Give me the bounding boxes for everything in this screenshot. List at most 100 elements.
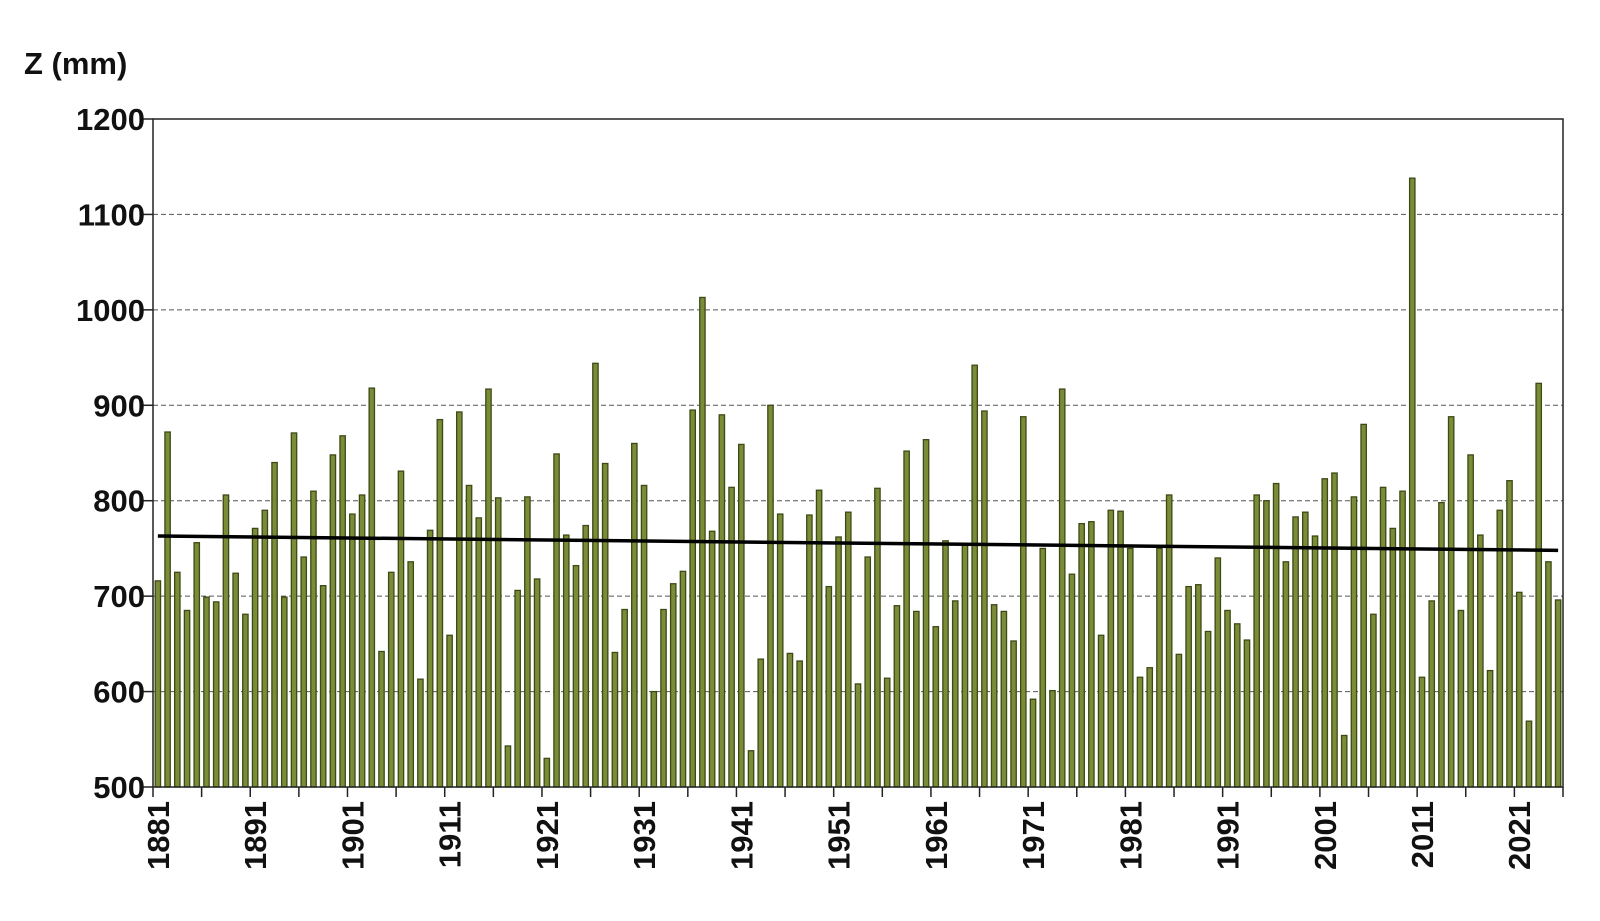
bar <box>504 745 512 788</box>
bar <box>290 432 298 788</box>
x-tick-label: 1991 <box>1211 801 1246 870</box>
bar <box>1350 496 1358 788</box>
bar <box>232 572 239 788</box>
bar <box>485 388 492 788</box>
bar <box>1233 623 1241 788</box>
bar <box>737 443 745 788</box>
x-tick-label: 1901 <box>335 801 370 870</box>
bar <box>1156 547 1163 788</box>
bar <box>582 524 590 788</box>
x-tick-label: 1971 <box>1016 801 1051 870</box>
bar <box>951 600 959 788</box>
bar <box>1175 653 1183 788</box>
bar <box>971 364 979 788</box>
bar <box>592 362 599 788</box>
bar <box>251 527 259 788</box>
bar <box>893 605 901 788</box>
bar <box>562 534 570 788</box>
bar <box>1370 613 1377 788</box>
bar <box>1525 720 1533 788</box>
bar <box>1389 527 1397 788</box>
y-tick-label: 500 <box>93 770 145 805</box>
bar <box>319 585 327 788</box>
trend-line <box>157 534 1559 553</box>
bar <box>1195 584 1202 788</box>
bar <box>767 404 774 788</box>
bar <box>514 589 521 788</box>
bar <box>825 585 833 788</box>
bar <box>621 608 628 788</box>
y-tick-label: 700 <box>93 579 145 614</box>
bar <box>922 438 930 788</box>
bar <box>475 517 483 788</box>
bar <box>1126 547 1134 788</box>
bar <box>631 442 638 788</box>
bar <box>903 450 910 788</box>
bar <box>533 578 541 788</box>
plot-frame <box>152 118 1564 788</box>
bar <box>436 418 444 788</box>
bar <box>1554 599 1562 788</box>
bar <box>640 484 648 788</box>
bar <box>650 690 658 788</box>
bar <box>1010 640 1017 788</box>
bar <box>835 536 842 788</box>
x-tick-label: 1981 <box>1113 801 1148 870</box>
bar <box>1117 510 1124 788</box>
bar <box>708 530 716 788</box>
bar <box>1535 382 1543 788</box>
x-tick-label: 2001 <box>1308 801 1343 870</box>
bar <box>1340 734 1348 788</box>
bar <box>417 678 424 788</box>
bar <box>1185 585 1192 788</box>
bar <box>1408 177 1416 788</box>
bar <box>747 750 755 788</box>
bar <box>300 556 308 788</box>
bar <box>1428 600 1436 788</box>
bar <box>387 571 395 788</box>
bar <box>1496 509 1504 788</box>
y-tick-label: 1000 <box>76 293 145 328</box>
bar <box>1379 486 1387 788</box>
y-tick-label: 1200 <box>76 102 145 137</box>
bar <box>1301 511 1309 788</box>
bar <box>874 487 881 788</box>
bar <box>368 387 376 788</box>
bar <box>1039 547 1047 788</box>
bar <box>193 542 201 788</box>
bar <box>1399 490 1406 788</box>
bar <box>1136 676 1144 788</box>
bar <box>806 514 813 788</box>
bar <box>339 435 346 788</box>
bar <box>349 513 356 788</box>
bar <box>1477 534 1484 788</box>
bar <box>543 757 551 788</box>
bar <box>329 454 337 788</box>
bar <box>1506 480 1513 788</box>
bar <box>378 650 385 788</box>
bar <box>1224 609 1231 788</box>
bar <box>1515 591 1523 788</box>
bar <box>1078 522 1085 788</box>
bar <box>1253 494 1261 788</box>
bar <box>601 462 609 788</box>
bar <box>1058 388 1066 788</box>
bar <box>1311 535 1319 788</box>
bar <box>776 513 784 788</box>
bar <box>553 453 560 788</box>
bar <box>854 683 862 788</box>
bar <box>1272 482 1280 788</box>
bar <box>1049 689 1056 788</box>
x-tick-label: 1881 <box>141 801 176 870</box>
bar <box>212 601 220 788</box>
y-tick-label: 1100 <box>78 197 145 232</box>
bar <box>1029 698 1037 788</box>
bar <box>164 431 171 788</box>
bar <box>426 529 434 788</box>
x-tick-label: 1951 <box>822 801 857 870</box>
bar <box>1068 573 1076 788</box>
bar <box>660 608 667 788</box>
bar <box>280 596 288 788</box>
x-tick-label: 1911 <box>433 801 468 868</box>
